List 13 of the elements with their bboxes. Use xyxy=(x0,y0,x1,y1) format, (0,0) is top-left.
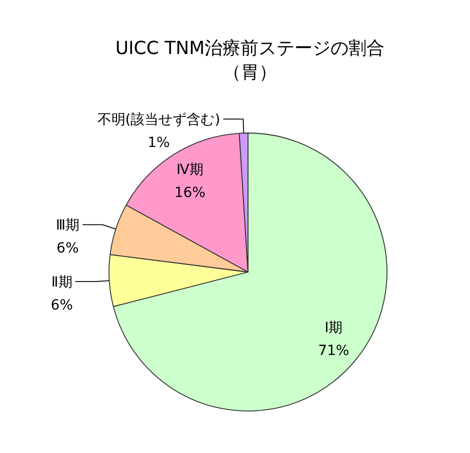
chart-title: UICC TNM治療前ステージの割合 xyxy=(115,38,385,59)
chart-subtitle: （胃） xyxy=(223,62,277,83)
data-label: 1% xyxy=(148,135,170,152)
data-label: 71% xyxy=(318,342,350,359)
slice-label: Ⅲ期 xyxy=(56,218,80,234)
data-label: 6% xyxy=(50,298,73,314)
slice-label: Ⅳ期 xyxy=(176,162,204,178)
slice-label: 不明(該当せず含む) xyxy=(97,112,220,128)
slice-label: Ⅰ期 xyxy=(324,320,343,336)
slice-label: Ⅱ期 xyxy=(51,274,72,291)
data-label: 6% xyxy=(56,240,79,257)
pie-slice xyxy=(112,132,388,412)
data-label: 16% xyxy=(174,184,206,201)
